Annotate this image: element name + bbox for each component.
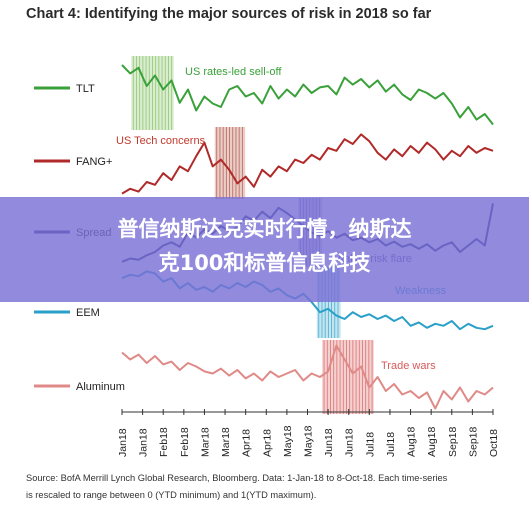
chart-title: Chart 4: Identifying the major sources o… [26,6,432,22]
series-line-tlt [121,64,494,126]
legend-label-tlt: TLT [76,83,95,95]
x-tick-label: Jun18 [344,428,356,457]
x-tick-label: Mar18 [220,427,232,457]
x-tick-label: Aug18 [426,426,438,457]
overlay-headline: 普信纳斯达克实时行情，纳斯达 克100和标普信息科技 [0,212,529,280]
overlay-banner [0,197,529,302]
shaded-period-1 [214,127,246,199]
source-note-line-2: is rescaled to range between 0 (YTD mini… [26,490,317,500]
series-line-fang [121,133,494,195]
x-tick-label: Feb18 [158,427,170,457]
x-tick-label: Jul18 [385,432,397,457]
series-line-alu [121,344,494,410]
shaded-period-fill [214,127,246,199]
shaded-period-0 [131,56,174,130]
x-tick-label: Oct18 [488,429,500,457]
legend-label-fang: FANG+ [76,156,112,168]
x-tick-label: Feb18 [179,427,191,457]
x-tick-label: Aug18 [406,426,418,457]
x-tick-label: Jan18 [138,428,150,457]
annotation-us-tech: US Tech concerns [116,135,206,147]
x-tick-label: Jul18 [364,432,376,457]
x-tick-label: Jan18 [117,428,129,457]
source-note-line-1: Source: BofA Merrill Lynch Global Resear… [26,473,448,483]
x-tick-label: Apr18 [261,429,273,457]
x-tick-label: Sep18 [447,426,459,457]
legend-label-alu: Aluminum [76,381,125,393]
overlay-line-2: 克100和标普信息科技 [158,251,371,275]
x-tick-label: Mar18 [199,427,211,457]
annotation-trade-wars: Trade wars [381,360,436,372]
x-tick-label: Sep18 [467,426,479,457]
x-tick-label: Apr18 [241,429,253,457]
x-tick-label: May18 [303,425,315,457]
x-tick-label: May18 [282,425,294,457]
overlay-line-1: 普信纳斯达克实时行情，纳斯达 [117,217,412,241]
annotation-us-rates: US rates-led sell-off [185,66,282,78]
x-tick-label: Jun18 [323,428,335,457]
legend-label-eem: EEM [76,307,100,319]
